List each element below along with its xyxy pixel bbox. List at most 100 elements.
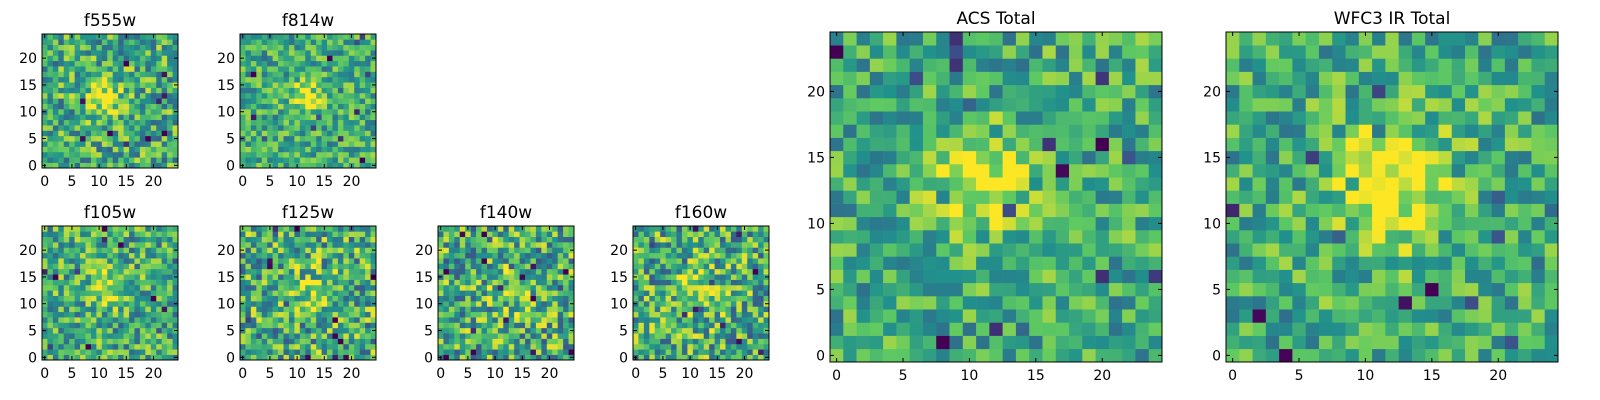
heatmap-cell bbox=[354, 306, 360, 313]
heatmap-cell bbox=[134, 343, 141, 350]
heatmap-cell bbox=[118, 135, 124, 142]
heatmap-cell bbox=[856, 335, 871, 350]
heatmap-cell bbox=[741, 343, 748, 350]
heatmap-cell bbox=[256, 274, 263, 280]
heatmap-cell bbox=[698, 322, 705, 329]
heatmap-cell bbox=[299, 268, 306, 275]
heatmap-cell bbox=[752, 333, 759, 339]
heatmap-cell bbox=[327, 60, 333, 67]
heatmap-cell bbox=[1292, 335, 1306, 350]
heatmap-cell bbox=[156, 60, 162, 67]
heatmap-cell bbox=[1122, 58, 1136, 72]
x-tick-label: 10 bbox=[288, 366, 306, 382]
heatmap-cell bbox=[1544, 256, 1559, 270]
heatmap-cell bbox=[454, 322, 461, 329]
heatmap-cell bbox=[305, 354, 312, 361]
heatmap-cell bbox=[949, 150, 964, 165]
heatmap-cell bbox=[288, 263, 295, 270]
heatmap-cells bbox=[42, 34, 179, 169]
heatmap-cell bbox=[448, 284, 455, 291]
x-tick-label: 20 bbox=[145, 366, 163, 382]
heatmap-cell bbox=[74, 263, 81, 270]
heatmap-cell bbox=[448, 317, 455, 323]
heatmap-cell bbox=[568, 258, 575, 264]
heatmap-cell bbox=[989, 111, 1003, 125]
heatmap-cell bbox=[101, 39, 108, 46]
heatmap-cell bbox=[459, 263, 466, 270]
heatmap-cell bbox=[459, 301, 466, 307]
heatmap-cell bbox=[736, 317, 743, 323]
heatmap-cell bbox=[752, 343, 759, 350]
heatmap-cell bbox=[1305, 150, 1320, 165]
heatmap-cell bbox=[535, 338, 542, 345]
heatmap-cell bbox=[240, 50, 246, 56]
y-tick-label: 0 bbox=[226, 350, 235, 366]
heatmap-cell bbox=[240, 76, 246, 83]
heatmap-cell bbox=[703, 290, 710, 296]
heatmap-cell bbox=[1372, 309, 1386, 323]
heatmap-cell bbox=[96, 301, 103, 307]
heatmap-cell bbox=[763, 349, 770, 355]
heatmap-cell bbox=[1478, 243, 1492, 257]
heatmap-cell bbox=[299, 146, 306, 153]
heatmap-cell bbox=[1042, 84, 1057, 99]
heatmap-cell bbox=[69, 60, 75, 67]
heatmap-cell bbox=[1358, 269, 1373, 284]
heatmap-cell bbox=[843, 177, 857, 191]
heatmap-cell bbox=[1148, 45, 1163, 59]
heatmap-cell bbox=[47, 92, 54, 99]
heatmap-cell bbox=[1451, 256, 1466, 270]
heatmap-cell bbox=[240, 290, 246, 296]
heatmap-cell bbox=[1438, 296, 1453, 310]
heatmap-cell bbox=[112, 114, 119, 121]
heatmap-cell bbox=[989, 282, 1003, 297]
heatmap-cell bbox=[250, 349, 257, 355]
heatmap-cell bbox=[476, 252, 482, 259]
heatmap-cell bbox=[139, 290, 146, 296]
heatmap-cell bbox=[96, 60, 103, 67]
heatmap-cell bbox=[989, 230, 1003, 244]
heatmap-cell bbox=[1504, 335, 1519, 350]
y-tick-label: 20 bbox=[19, 243, 37, 259]
heatmap-cell bbox=[250, 242, 257, 248]
heatmap-cell bbox=[96, 295, 103, 302]
heatmap-cell bbox=[557, 247, 564, 254]
heatmap-cell bbox=[156, 290, 162, 296]
heatmap-cell bbox=[725, 268, 732, 275]
heatmap-cell bbox=[172, 322, 179, 329]
heatmap-cell bbox=[492, 333, 499, 339]
heatmap-cell bbox=[343, 311, 350, 318]
heatmap-cell bbox=[42, 279, 48, 286]
heatmap-cell bbox=[856, 32, 871, 46]
heatmap-cell bbox=[365, 87, 371, 94]
heatmap-cell bbox=[107, 231, 114, 238]
heatmap-cell bbox=[1015, 164, 1030, 178]
heatmap-cell bbox=[256, 306, 263, 313]
heatmap-cell bbox=[261, 50, 268, 56]
heatmap-cell bbox=[96, 103, 103, 110]
heatmap-cell bbox=[74, 322, 81, 329]
heatmap-cell bbox=[359, 109, 366, 115]
heatmap-cell bbox=[58, 343, 65, 350]
heatmap-cell bbox=[698, 327, 705, 334]
heatmap-cell bbox=[649, 290, 656, 296]
heatmap-cell bbox=[497, 306, 504, 313]
heatmap-cell bbox=[720, 236, 726, 243]
heatmap-cell bbox=[1292, 230, 1306, 244]
heatmap-cell bbox=[552, 279, 558, 286]
heatmap-cell bbox=[1069, 243, 1083, 257]
heatmap-cell bbox=[310, 290, 317, 296]
heatmap-cell bbox=[288, 354, 295, 361]
heatmap-cell bbox=[348, 146, 355, 153]
heatmap-cell bbox=[698, 231, 705, 238]
heatmap-cell bbox=[497, 290, 504, 296]
heatmap-cell bbox=[747, 327, 753, 334]
heatmap-cell bbox=[294, 290, 301, 296]
heatmap-cell bbox=[118, 343, 124, 350]
heatmap-cell bbox=[989, 150, 1003, 165]
heatmap-cell bbox=[310, 247, 317, 254]
heatmap-cell bbox=[459, 274, 466, 280]
heatmap-cell bbox=[1531, 309, 1546, 323]
heatmap-cell bbox=[250, 284, 257, 291]
heatmap-cell bbox=[332, 109, 339, 115]
